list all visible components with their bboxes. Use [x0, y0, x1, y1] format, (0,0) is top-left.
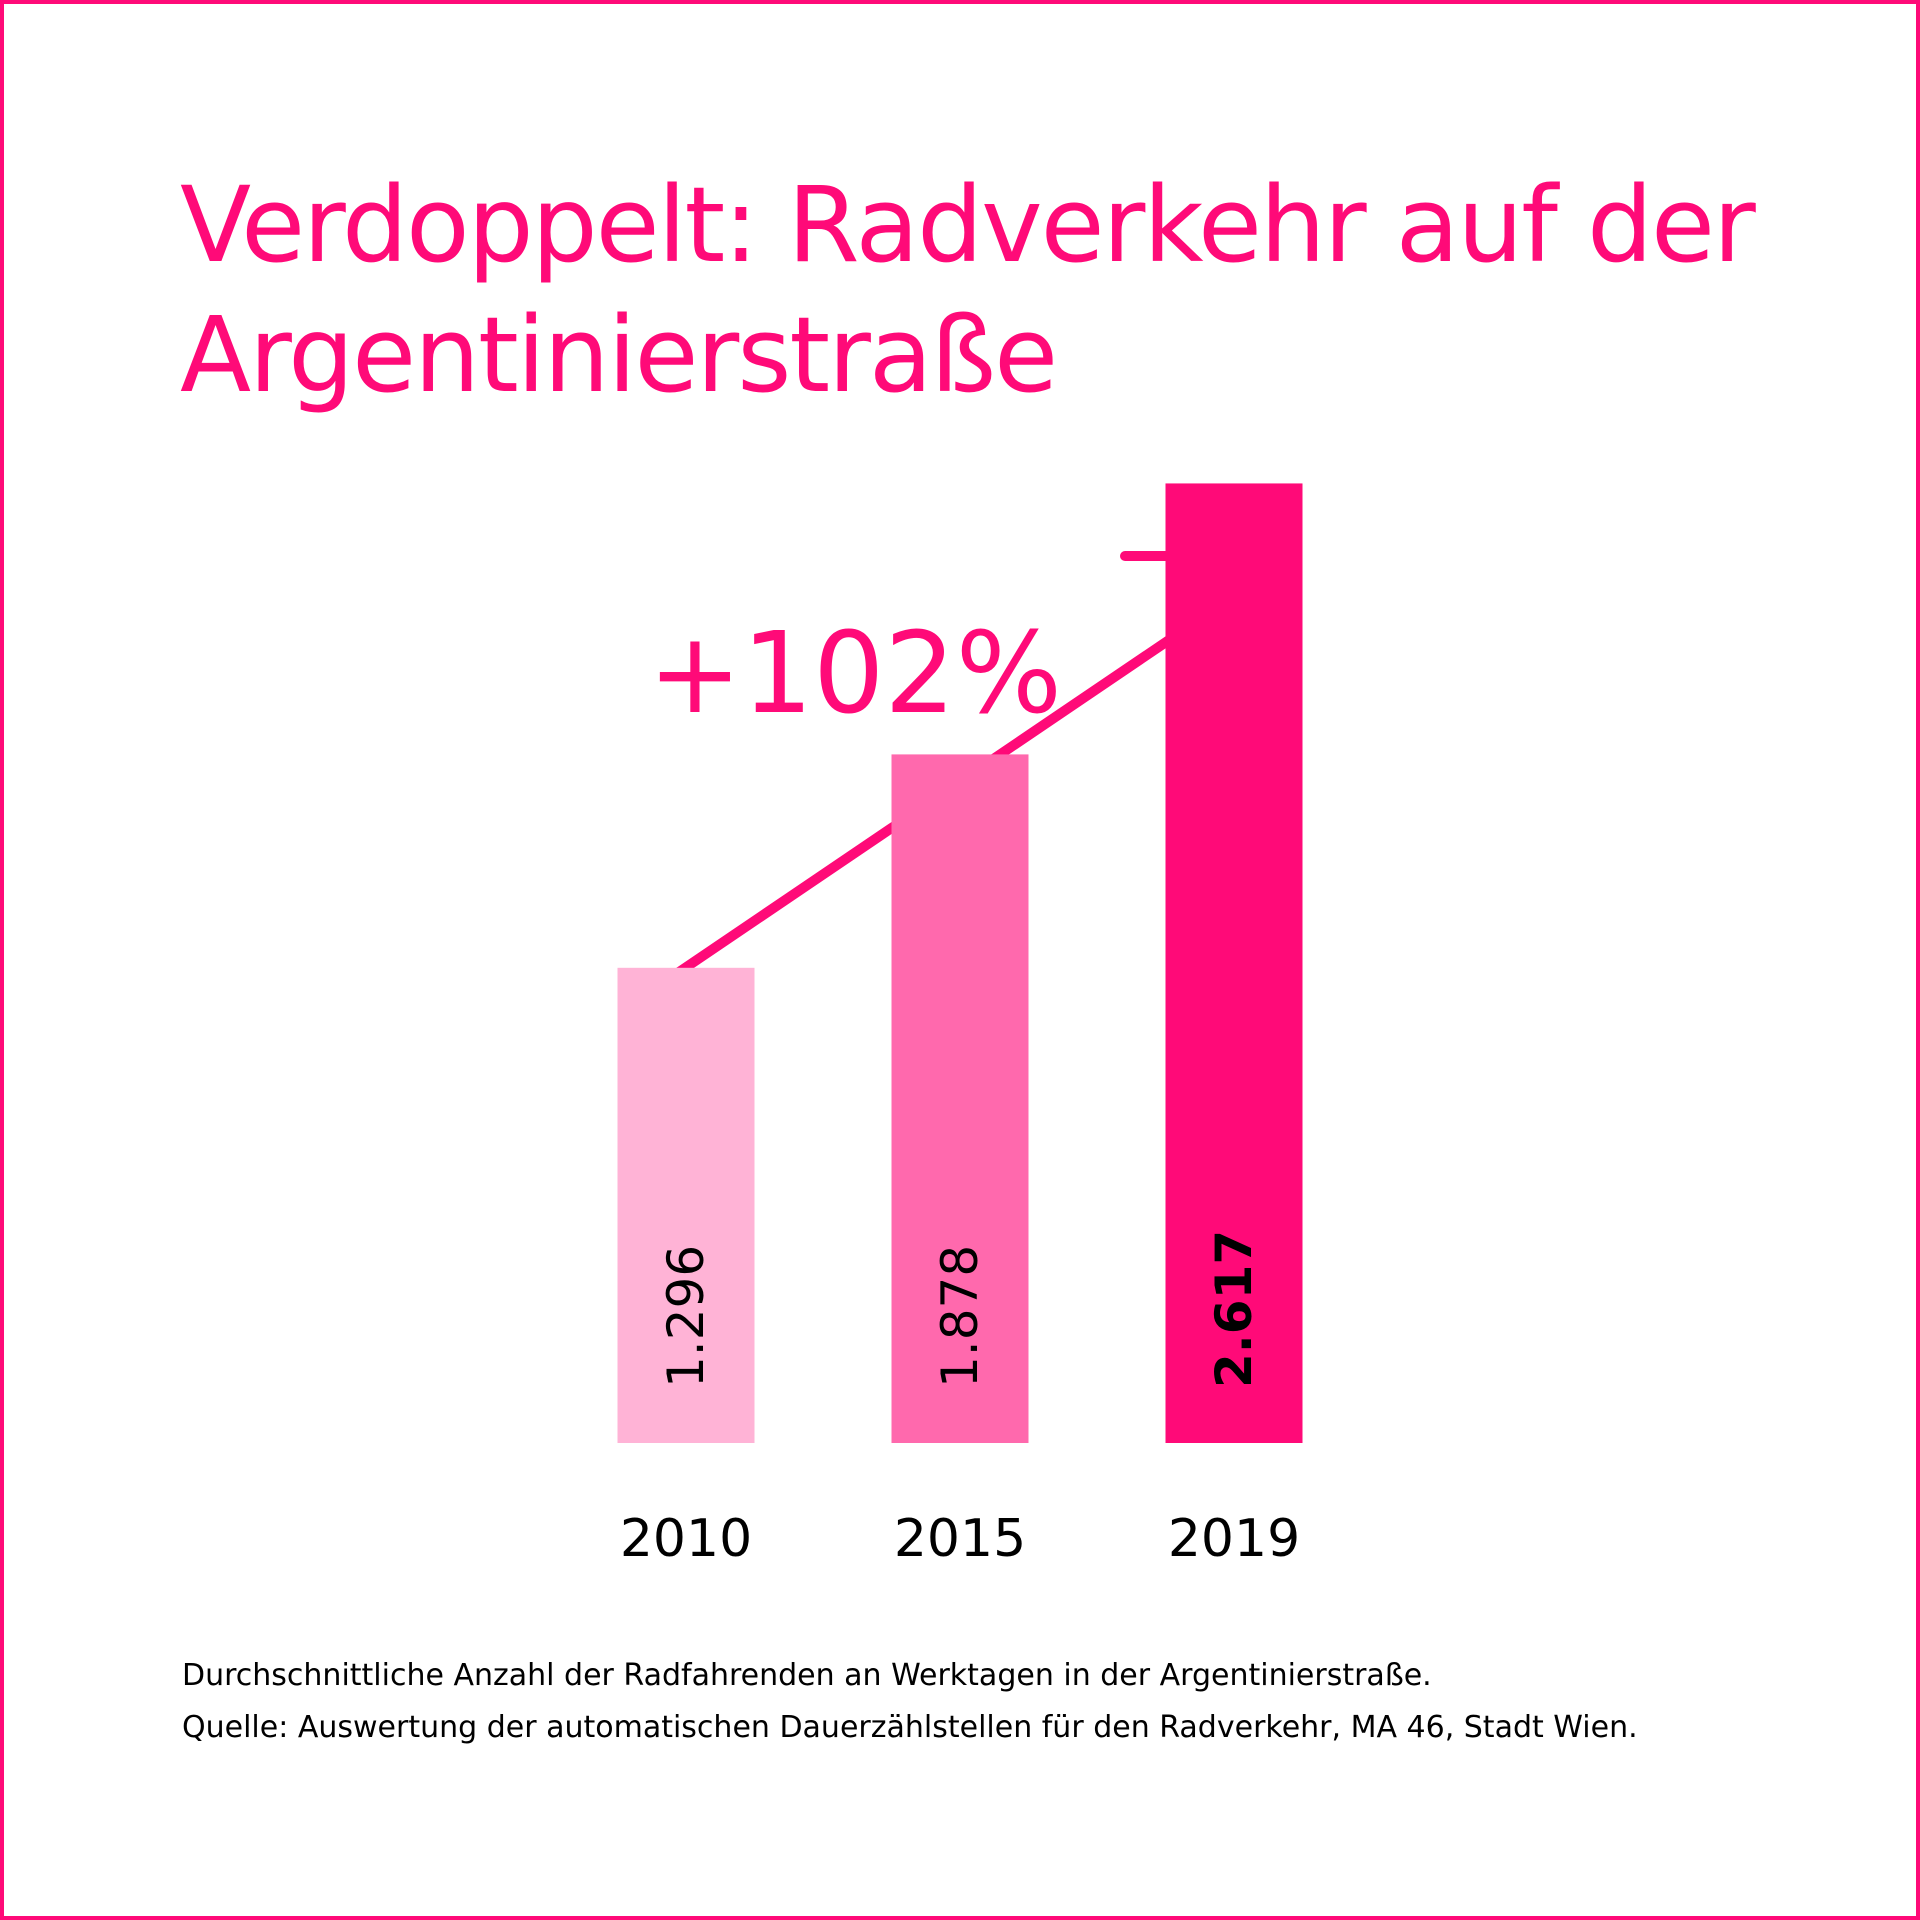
title-line-2: Argentinierstraße: [180, 294, 1058, 416]
value-label-2010: 1.296: [657, 1245, 715, 1388]
footnote-description: Durchschnittliche Anzahl der Radfahrende…: [182, 1658, 1432, 1693]
bars-group: 1.296 2010 1.878 2015 2.617 2019: [617, 483, 1303, 1569]
category-label-2015: 2015: [894, 1509, 1026, 1569]
title-line-1: Verdoppelt: Radverkehr auf der: [180, 164, 1756, 286]
value-label-2015: 1.878: [931, 1245, 989, 1388]
chart-title: Verdoppelt: Radverkehr auf der Argentini…: [180, 160, 1780, 420]
bar-2019: [1165, 483, 1303, 1443]
footnotes: Durchschnittliche Anzahl der Radfahrende…: [182, 1650, 1638, 1754]
bar-2010: [617, 967, 755, 1443]
footnote-source: Quelle: Auswertung der automatischen Dau…: [182, 1710, 1638, 1745]
category-label-2010: 2010: [620, 1509, 752, 1569]
value-label-2019: 2.617: [1205, 1230, 1263, 1388]
bar-2015: [891, 754, 1029, 1443]
growth-annotation: +102%: [648, 609, 1062, 739]
category-label-2019: 2019: [1168, 1509, 1300, 1569]
